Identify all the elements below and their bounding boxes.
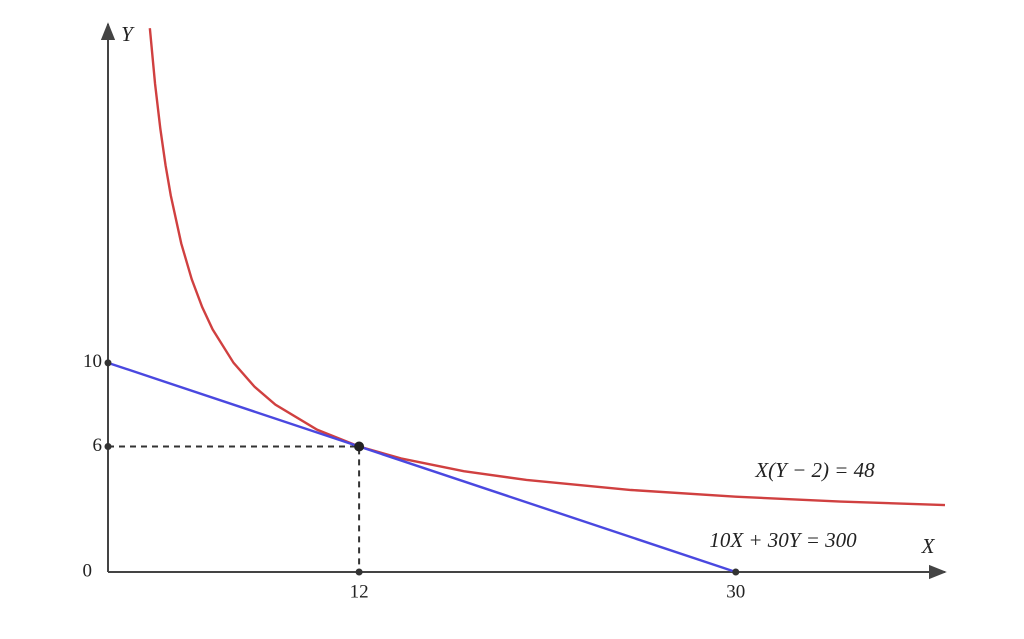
x-tick-label: 30 [726, 581, 745, 602]
y-tick-label: 10 [83, 351, 102, 372]
guide-line [108, 445, 361, 572]
curve-label: X(Y − 2) = 48 [754, 458, 875, 482]
y-axis-label: Y [121, 22, 135, 46]
tick-dot [355, 568, 363, 576]
curve [148, 28, 946, 507]
tick-dot [104, 359, 112, 367]
x-axis-label: X [921, 534, 936, 558]
plot: X Y X(Y − 2) = 48 10X + 30Y = 300 12 30 0 6 10 [83, 22, 947, 602]
tick-dot [732, 568, 740, 576]
curve-label: 10X + 30Y = 300 [709, 528, 857, 552]
point [354, 441, 365, 452]
y-tick-label: 6 [93, 435, 103, 456]
x-tick-label: 12 [350, 581, 369, 602]
curve [107, 361, 737, 574]
tick-dot [104, 443, 112, 451]
y-tick-label: 0 [83, 560, 93, 581]
